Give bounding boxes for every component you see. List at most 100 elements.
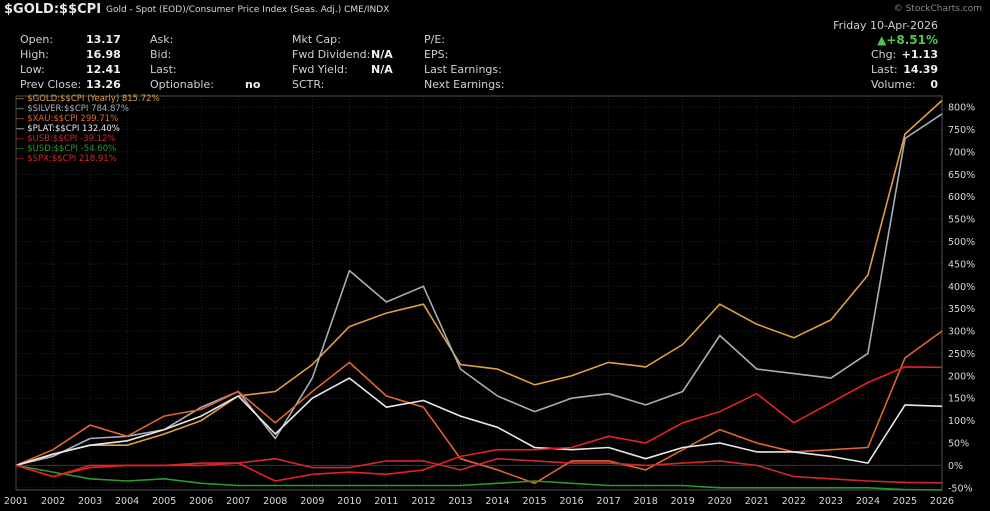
x-tick-label: 2003	[78, 496, 102, 507]
series-line-5	[15, 464, 943, 491]
pct-change: ▲+8.51%	[877, 33, 938, 47]
legend-item: — $USD:$$CPI -54.60%	[16, 144, 116, 154]
legend-item: — $USB:$$CPI -39.12%	[16, 134, 116, 144]
symbol-description: Gold - Spot (EOD)/Consumer Price Index (…	[106, 5, 390, 15]
y-tick-label: 700%	[948, 147, 975, 158]
mkt-cap-label: Mkt Cap:	[292, 33, 341, 46]
open-label: Open:	[20, 33, 54, 46]
legend-label: $USD:$$CPI -54.60%	[27, 144, 117, 154]
y-tick-label: 150%	[948, 394, 975, 405]
y-tick-label: 100%	[948, 416, 975, 427]
series-line-0	[15, 99, 943, 467]
volume-value: 0	[930, 78, 938, 91]
x-tick-label: 2008	[263, 496, 287, 507]
x-tick-label: 2006	[189, 496, 213, 507]
x-tick-label: 2020	[708, 496, 732, 507]
x-tick-label: 2018	[634, 496, 658, 507]
legend-swatch: —	[16, 94, 28, 104]
prev-close-value: 13.26	[86, 78, 121, 91]
x-tick-label: 2014	[485, 496, 509, 507]
y-tick-label: 400%	[948, 282, 975, 293]
y-tick-label: 800%	[948, 103, 975, 114]
optionable-value: no	[245, 78, 261, 91]
next-earnings-label: Next Earnings:	[424, 78, 505, 91]
y-tick-label: 250%	[948, 349, 975, 360]
series-line-1	[15, 113, 943, 467]
y-tick-label: 300%	[948, 327, 975, 338]
open-value: 13.17	[86, 33, 121, 46]
x-tick-label: 2026	[930, 496, 954, 507]
y-tick-label: 200%	[948, 371, 975, 382]
x-tick-label: 2021	[745, 496, 769, 507]
pct-change-value: +8.51%	[886, 33, 938, 47]
y-tick-label: 450%	[948, 259, 975, 270]
high-label: High:	[20, 48, 49, 61]
legend-label: $USB:$$CPI -39.12%	[27, 134, 116, 144]
low-value: 12.41	[86, 63, 121, 76]
low-label: Low:	[20, 63, 45, 76]
series-line-6	[15, 366, 943, 482]
last-price-label: Last:	[871, 63, 898, 76]
last-label: Last:	[150, 63, 177, 76]
y-tick-label: 550%	[948, 215, 975, 226]
quote-date: Friday 10-Apr-2026	[833, 19, 938, 32]
optionable-label: Optionable:	[150, 78, 214, 91]
x-tick-label: 2009	[300, 496, 324, 507]
x-tick-label: 2005	[152, 496, 176, 507]
y-tick-label: 650%	[948, 170, 975, 181]
legend-swatch: —	[16, 114, 28, 124]
x-tick-label: 2019	[671, 496, 695, 507]
fwd-yield-value: N/A	[371, 63, 393, 76]
x-tick-label: 2023	[819, 496, 843, 507]
legend-label: $XAU:$$CPI 299.71%	[27, 114, 119, 124]
legend-swatch: —	[16, 154, 28, 164]
plot-frame	[15, 95, 943, 491]
x-tick-label: 2017	[597, 496, 621, 507]
x-tick-label: 2016	[560, 496, 584, 507]
x-tick-label: 2024	[856, 496, 880, 507]
legend-item: — $SILVER:$$CPI 784.87%	[16, 104, 129, 114]
chart-header: $GOLD:$$CPI Gold - Spot (EOD)/Consumer P…	[0, 0, 990, 18]
legend-label: $SILVER:$$CPI 784.87%	[27, 104, 129, 114]
eps-label: EPS:	[424, 48, 449, 61]
y-tick-label: 750%	[948, 125, 975, 136]
symbol-title: $GOLD:$$CPI	[4, 2, 102, 17]
legend-label: $SPX:$$CPI 218.91%	[27, 154, 117, 164]
fwd-dividend-label: Fwd Dividend:	[292, 48, 371, 61]
legend-label: $PLAT:$$CPI 132.40%	[27, 124, 120, 134]
chg-label: Chg:	[871, 48, 897, 61]
x-tick-label: 2013	[448, 496, 472, 507]
fwd-dividend-value: N/A	[371, 48, 393, 61]
x-tick-label: 2015	[522, 496, 546, 507]
chg-value: +1.13	[901, 48, 938, 61]
x-tick-label: 2010	[337, 496, 361, 507]
y-tick-label: 600%	[948, 192, 975, 203]
x-tick-label: 2002	[41, 496, 65, 507]
y-tick-label: 350%	[948, 304, 975, 315]
x-tick-label: 2001	[4, 496, 28, 507]
legend-label: $GOLD:$$CPI (Yearly) 815.72%	[27, 94, 160, 104]
legend-item: — $GOLD:$$CPI (Yearly) 815.72%	[16, 94, 160, 104]
x-tick-label: 2007	[226, 496, 250, 507]
legend-item: — $XAU:$$CPI 299.71%	[16, 114, 118, 124]
x-tick-label: 2022	[782, 496, 806, 507]
legend-swatch: —	[16, 134, 28, 144]
y-tick-label: -50%	[948, 483, 973, 494]
fwd-yield-label: Fwd Yield:	[292, 63, 348, 76]
legend-swatch: —	[16, 124, 28, 134]
y-tick-label: 0%	[948, 461, 963, 472]
last-earnings-label: Last Earnings:	[424, 63, 502, 76]
legend-swatch: —	[16, 104, 28, 114]
sctr-label: SCTR:	[292, 78, 325, 91]
legend-item: — $PLAT:$$CPI 132.40%	[16, 124, 120, 134]
y-tick-label: 500%	[948, 237, 975, 248]
prev-close-label: Prev Close:	[20, 78, 82, 91]
last-price-value: 14.39	[903, 63, 938, 76]
legend-item: — $SPX:$$CPI 218.91%	[16, 154, 117, 164]
up-arrow-icon: ▲	[877, 33, 887, 47]
x-tick-label: 2025	[893, 496, 917, 507]
pe-label: P/E:	[424, 33, 445, 46]
y-tick-label: 50%	[948, 438, 969, 449]
series-line-2	[15, 330, 943, 485]
